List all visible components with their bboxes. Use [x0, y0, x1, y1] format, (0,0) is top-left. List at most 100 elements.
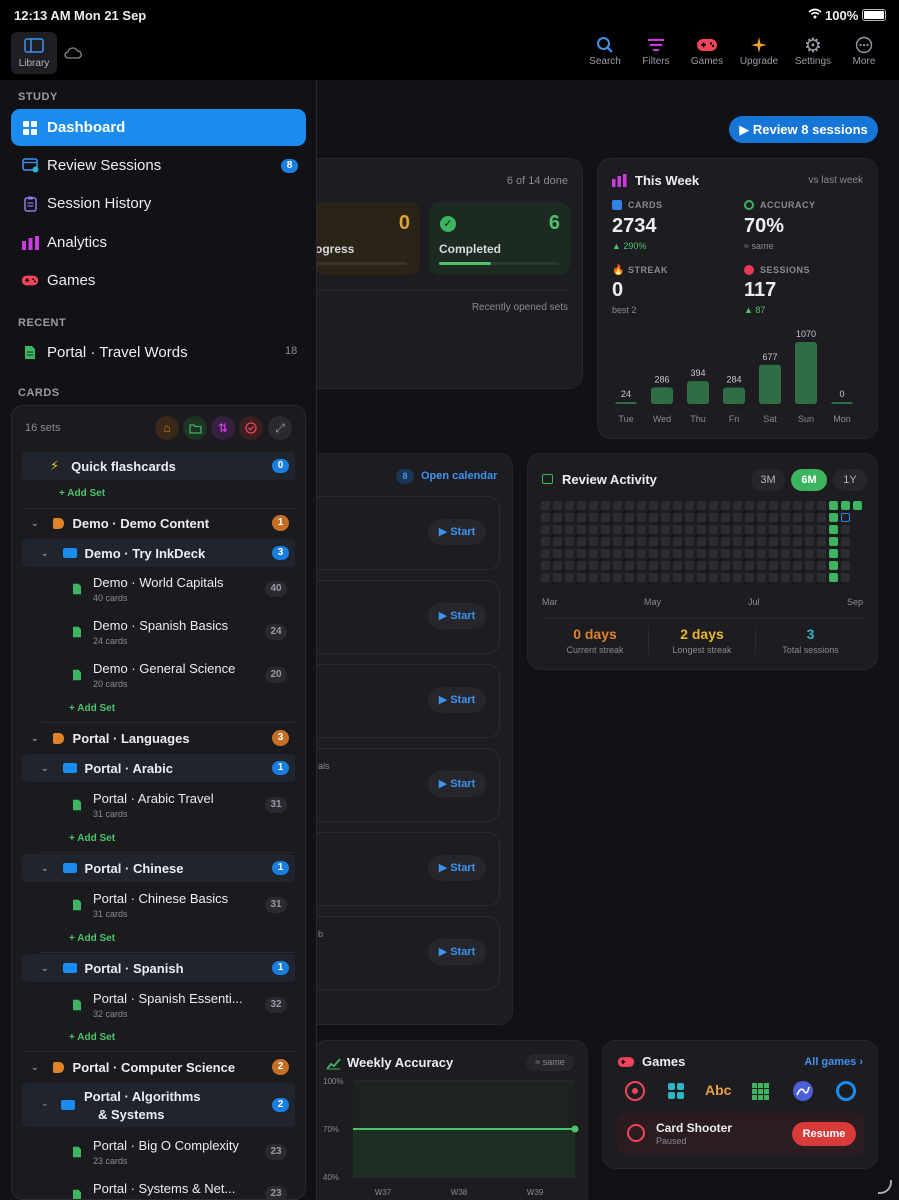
heatmap-cell[interactable] — [817, 513, 826, 522]
heatmap-cell[interactable] — [721, 513, 730, 522]
heatmap-cell[interactable] — [685, 561, 694, 570]
heatmap-cell[interactable] — [745, 549, 754, 558]
heatmap-cell[interactable] — [829, 573, 838, 582]
heatmap-cell[interactable] — [829, 501, 838, 510]
set-name[interactable]: Demo · General Science — [93, 661, 236, 676]
heatmap-cell[interactable] — [853, 501, 862, 510]
heatmap-cell[interactable] — [697, 513, 706, 522]
heatmap-cell[interactable] — [841, 525, 850, 534]
heatmap-cell[interactable] — [829, 561, 838, 570]
heatmap-cell[interactable] — [817, 573, 826, 582]
heatmap-cell[interactable] — [649, 573, 658, 582]
sidebar-item-dashboard[interactable]: Dashboard — [11, 109, 306, 146]
heatmap-cell[interactable] — [613, 525, 622, 534]
heatmap-cell[interactable] — [841, 501, 850, 510]
heatmap-cell[interactable] — [817, 537, 826, 546]
heatmap-cell[interactable] — [829, 549, 838, 558]
heatmap-cell[interactable] — [745, 537, 754, 546]
range-1y[interactable]: 1Y — [833, 469, 867, 491]
heatmap-cell[interactable] — [625, 501, 634, 510]
heatmap-cell[interactable] — [733, 513, 742, 522]
heatmap-cell[interactable] — [781, 537, 790, 546]
heatmap-cell[interactable] — [601, 561, 610, 570]
heatmap-cell[interactable] — [757, 501, 766, 510]
heatmap-cell[interactable] — [793, 561, 802, 570]
heatmap-cell[interactable] — [733, 561, 742, 570]
cloud-icon[interactable] — [64, 46, 82, 64]
heatmap-cell[interactable] — [661, 573, 670, 582]
heatmap-cell[interactable] — [649, 525, 658, 534]
sidebar-item-review-sessions[interactable]: Review Sessions 8 — [11, 147, 306, 184]
heatmap-cell[interactable] — [757, 561, 766, 570]
start-button[interactable]: ▶ Start — [428, 687, 486, 713]
set-name[interactable]: Portal · Systems & Net... — [93, 1181, 236, 1196]
games-button[interactable]: Games — [683, 34, 731, 67]
heatmap-cell[interactable] — [709, 501, 718, 510]
resume-button[interactable]: Resume — [792, 1122, 856, 1146]
start-button[interactable]: ▶ Start — [428, 603, 486, 629]
folder-algorithms-systems[interactable]: ⌄ Portal · Algorithms & Systems 2 — [22, 1083, 295, 1127]
heatmap-cell[interactable] — [817, 525, 826, 534]
heatmap-cell[interactable] — [841, 561, 850, 570]
heatmap-cell[interactable] — [709, 561, 718, 570]
heatmap-cell[interactable] — [841, 549, 850, 558]
set-name[interactable]: Portal · Big O Complexity — [93, 1138, 239, 1153]
recent-item[interactable]: Portal · Travel Words 18 — [11, 334, 306, 371]
heatmap-cell[interactable] — [553, 549, 562, 558]
heatmap-cell[interactable] — [661, 513, 670, 522]
heatmap-cell[interactable] — [625, 549, 634, 558]
add-set-button[interactable]: + Add Set — [69, 703, 116, 714]
heatmap-cell[interactable] — [757, 573, 766, 582]
heatmap-cell[interactable] — [637, 549, 646, 558]
in-progress-tile[interactable]: 0 ogress — [315, 202, 420, 275]
heatmap-cell[interactable] — [781, 513, 790, 522]
heatmap-cell[interactable] — [553, 537, 562, 546]
heatmap-cell[interactable] — [625, 573, 634, 582]
heatmap-cell[interactable] — [565, 501, 574, 510]
heatmap-cell[interactable] — [709, 573, 718, 582]
heatmap-cell[interactable] — [625, 561, 634, 570]
heatmap-cell[interactable] — [661, 549, 670, 558]
heatmap-cell[interactable] — [637, 537, 646, 546]
heatmap-cell[interactable] — [541, 549, 550, 558]
heatmap-cell[interactable] — [805, 549, 814, 558]
heatmap-cell[interactable] — [829, 537, 838, 546]
heatmap-cell[interactable] — [637, 513, 646, 522]
heatmap-cell[interactable] — [673, 549, 682, 558]
heatmap-cell[interactable] — [637, 573, 646, 582]
heatmap-cell[interactable] — [673, 525, 682, 534]
heatmap-cell[interactable] — [589, 573, 598, 582]
heatmap-cell[interactable] — [637, 501, 646, 510]
heatmap-cell[interactable] — [601, 573, 610, 582]
heatmap-cell[interactable] — [757, 549, 766, 558]
heatmap-cell[interactable] — [793, 573, 802, 582]
check-circle-icon[interactable] — [239, 416, 263, 440]
completed-tile[interactable]: ✓ 6 Completed — [429, 202, 570, 275]
heatmap-cell[interactable] — [745, 561, 754, 570]
heatmap-cell[interactable] — [577, 537, 586, 546]
session-card[interactable]: als ▶ Start — [316, 748, 500, 822]
heatmap-cell[interactable] — [697, 525, 706, 534]
settings-button[interactable]: ⚙ Settings — [789, 34, 837, 68]
heatmap-cell[interactable] — [745, 513, 754, 522]
session-card[interactable]: ▶ Start — [316, 832, 500, 906]
heatmap-cell[interactable] — [673, 573, 682, 582]
heatmap-cell[interactable] — [793, 537, 802, 546]
ring-game-icon[interactable] — [836, 1081, 856, 1101]
all-games-link[interactable]: All games › — [804, 1056, 863, 1068]
heatmap-cell[interactable] — [769, 561, 778, 570]
heatmap-cell[interactable] — [841, 537, 850, 546]
heatmap-cell[interactable] — [673, 537, 682, 546]
heatmap-cell[interactable] — [829, 525, 838, 534]
heatmap-cell[interactable] — [613, 549, 622, 558]
heatmap-cell[interactable] — [721, 561, 730, 570]
current-game-row[interactable]: Card Shooter Paused Resume — [617, 1113, 865, 1155]
filters-button[interactable]: Filters — [632, 34, 680, 67]
heatmap-cell[interactable] — [625, 525, 634, 534]
heatmap-cell[interactable] — [757, 537, 766, 546]
folder-chinese[interactable]: ⌄ Portal · Chinese 1 — [22, 854, 295, 882]
review-sessions-button[interactable]: ▶ Review 8 sessions — [729, 116, 878, 143]
heatmap-cell[interactable] — [769, 525, 778, 534]
heatmap-cell[interactable] — [709, 537, 718, 546]
heatmap-cell[interactable] — [553, 501, 562, 510]
